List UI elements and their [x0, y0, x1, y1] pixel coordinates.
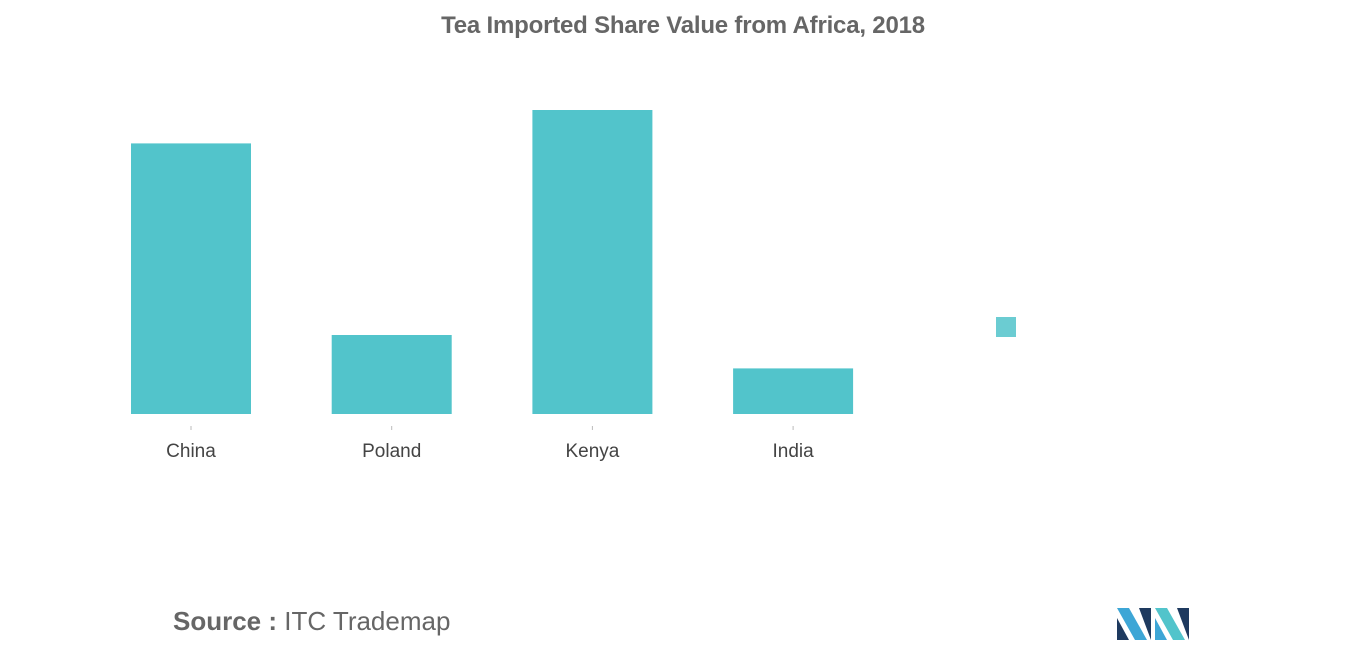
x-tick-label-poland: Poland	[362, 441, 421, 462]
mordor-intelligence-logo-icon	[1117, 608, 1189, 640]
source-note: Source : ITC Trademap	[173, 606, 450, 637]
x-tick-label-india: India	[772, 441, 814, 462]
x-axis-ticks	[190, 426, 794, 430]
bar-china	[131, 143, 251, 414]
bar-poland	[331, 335, 452, 414]
legend-swatch	[996, 317, 1016, 337]
x-tick-label-kenya: Kenya	[565, 441, 619, 462]
chart-title: Tea Imported Share Value from Africa, 20…	[441, 12, 925, 39]
source-text: ITC Trademap	[284, 606, 451, 636]
bar-india	[733, 368, 854, 414]
x-axis-labels: China Poland Kenya India	[166, 441, 814, 462]
bar-kenya	[532, 110, 653, 414]
bars-layer	[131, 110, 854, 414]
x-tick-label-china: China	[166, 441, 216, 462]
source-label: Source :	[173, 606, 278, 636]
